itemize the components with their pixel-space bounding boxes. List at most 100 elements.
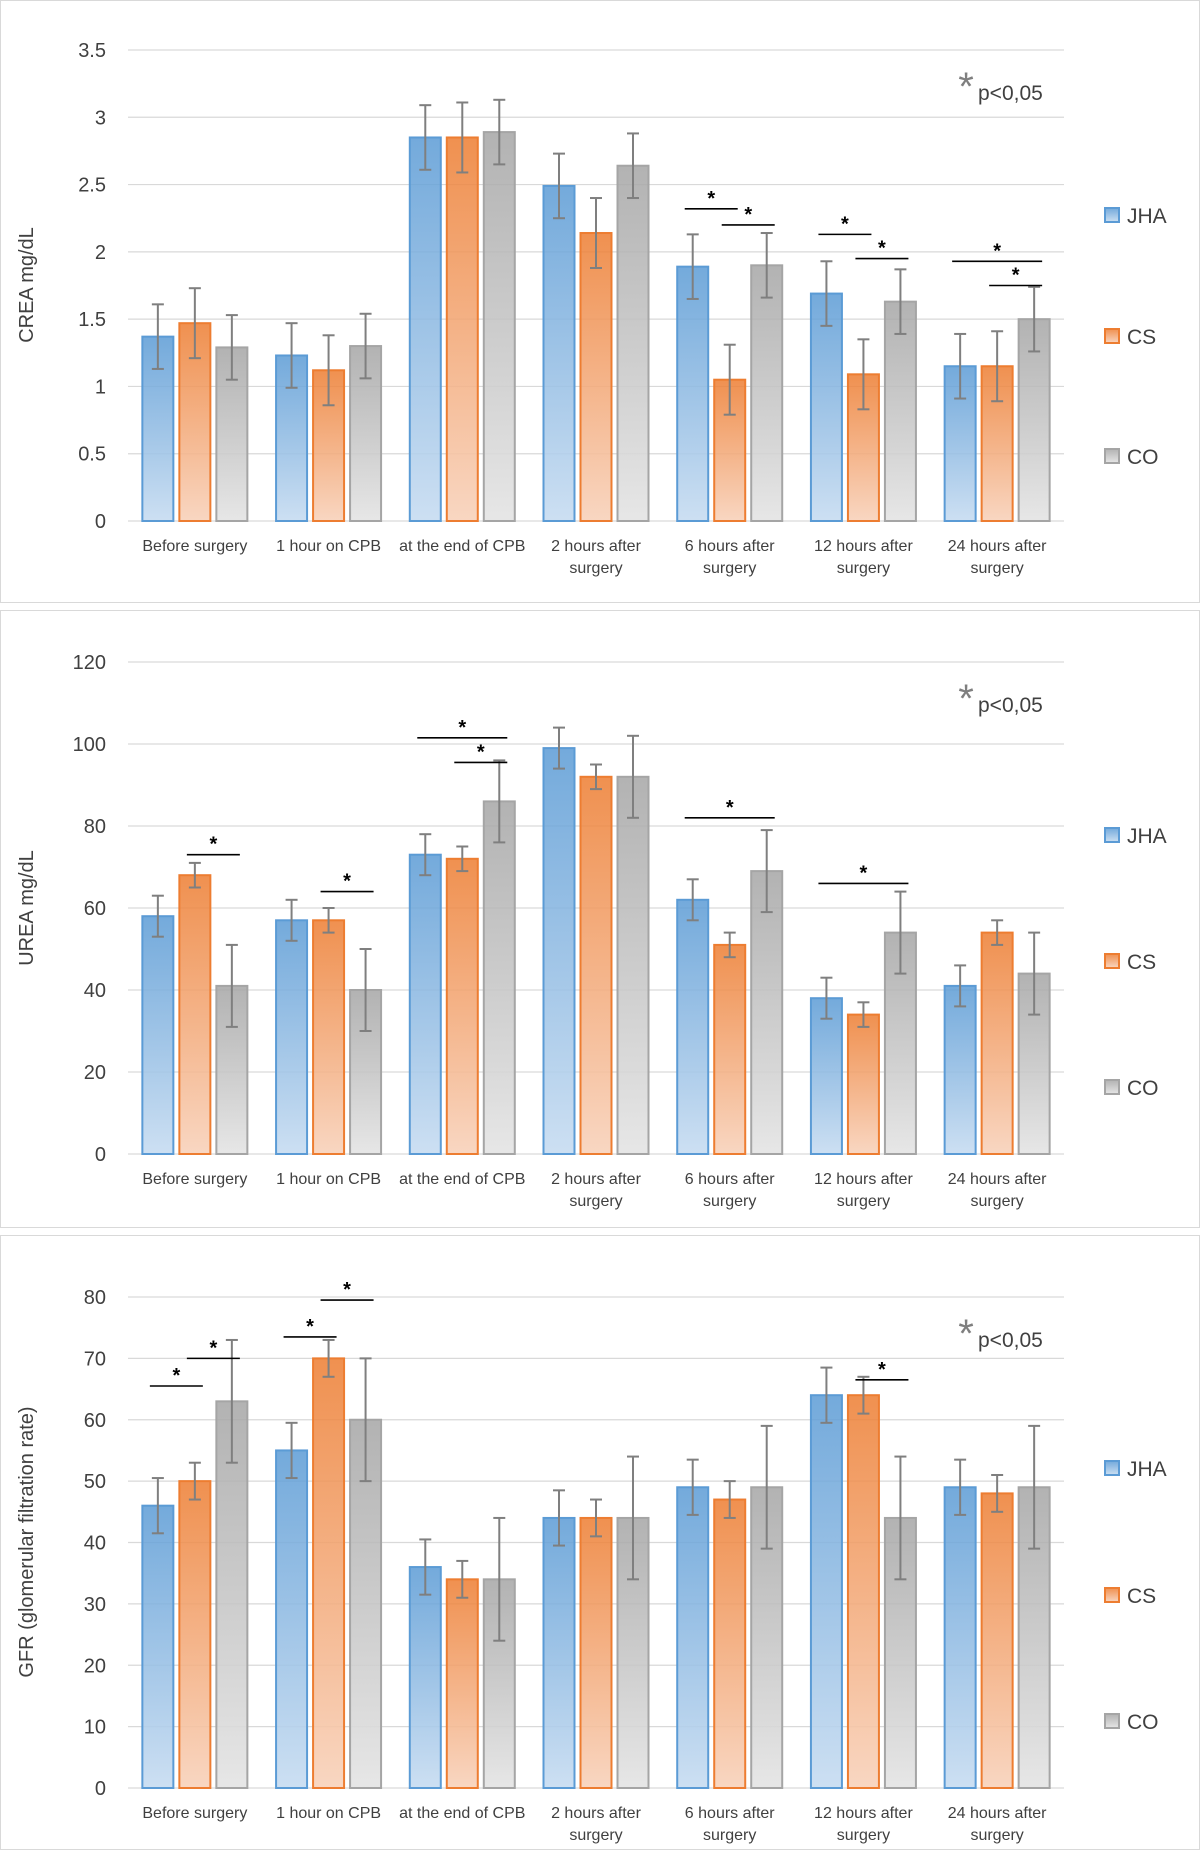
x-tick-label: surgery	[970, 1827, 1023, 1844]
legend-label-cs: CS	[1127, 951, 1156, 974]
significance-star: *	[707, 188, 715, 210]
legend-label-co: CO	[1127, 1711, 1159, 1734]
bar-jha	[408, 853, 442, 1155]
y-tick-label: 50	[84, 1471, 106, 1493]
y-tick-label: 20	[84, 1062, 106, 1084]
bar-jha	[809, 1394, 843, 1789]
y-axis-label: GFR (glomerular filtration rate)	[16, 1406, 38, 1677]
x-tick-label: surgery	[569, 1827, 622, 1844]
p-value-note: p<0,05	[978, 82, 1043, 105]
x-tick-label: surgery	[703, 560, 756, 577]
x-tick-label: Before surgery	[142, 1171, 247, 1188]
y-tick-label: 1.5	[78, 309, 106, 331]
bar-cs	[178, 1480, 212, 1789]
legend-swatch-jha	[1104, 1460, 1120, 1476]
x-tick-label: 1 hour on CPB	[276, 538, 381, 555]
x-tick-label: surgery	[837, 560, 890, 577]
significance-star: *	[1012, 265, 1020, 287]
bar-jha	[676, 1486, 710, 1789]
legend-label-jha: JHA	[1127, 205, 1167, 228]
y-tick-label: 20	[84, 1655, 106, 1677]
bar-co	[482, 800, 516, 1155]
bar-cs	[579, 775, 613, 1156]
bar-jha	[141, 915, 175, 1156]
bar-jha	[943, 984, 977, 1155]
significance-star: *	[209, 834, 217, 856]
bar-jha	[542, 1516, 576, 1789]
x-tick-label: 24 hours after	[948, 1805, 1047, 1822]
urea-chart: 0 20 40 60 80 100 120 UREA mg/dL Before surgery 1…	[0, 610, 1200, 1228]
x-tick-label: 12 hours after	[814, 538, 913, 555]
x-tick-label: Before surgery	[142, 1805, 247, 1822]
bar-jha	[275, 919, 309, 1155]
x-tick-label: surgery	[970, 560, 1023, 577]
p-value-note: p<0,05	[978, 694, 1043, 717]
y-tick-label: 2	[95, 242, 106, 264]
x-tick-label: surgery	[569, 560, 622, 577]
significance-star: *	[458, 717, 466, 739]
significance-star: *	[878, 238, 886, 260]
x-tick-label: at the end of CPB	[399, 538, 525, 555]
legend-swatch-co	[1104, 448, 1120, 464]
x-tick-label: 6 hours after	[685, 1171, 776, 1188]
gfr-chart: 0 10 20 30 40 50 60 70 80 GFR (glomerular filtrat…	[0, 1235, 1200, 1850]
bar-cs	[846, 1394, 880, 1789]
x-tick-label: surgery	[703, 1193, 756, 1210]
y-tick-label: 60	[84, 898, 106, 920]
gfr-chart-panel: 0 10 20 30 40 50 60 70 80 GFR (glomerular filtrat…	[0, 1235, 1200, 1857]
y-tick-label: 0	[95, 511, 106, 533]
x-tick-label: surgery	[837, 1193, 890, 1210]
bar-jha	[408, 136, 442, 522]
y-tick-label: 3	[95, 107, 106, 129]
x-tick-label: 12 hours after	[814, 1171, 913, 1188]
bar-jha	[943, 1486, 977, 1789]
bar-co	[349, 1418, 383, 1789]
urea-chart-panel: 0 20 40 60 80 100 120 UREA mg/dL Before surgery 1…	[0, 610, 1200, 1235]
y-tick-label: 80	[84, 816, 106, 838]
bar-cs	[445, 857, 479, 1156]
bar-cs	[579, 1516, 613, 1789]
bar-co	[616, 1516, 650, 1789]
legend-swatch-cs	[1104, 1587, 1120, 1603]
bar-cs	[980, 931, 1014, 1155]
significance-star: *	[172, 1365, 180, 1387]
y-tick-label: 70	[84, 1348, 106, 1370]
x-tick-label: 6 hours after	[685, 538, 776, 555]
significance-star: *	[209, 1337, 217, 1359]
y-tick-label: 0	[95, 1144, 106, 1166]
y-tick-label: 1	[95, 376, 106, 398]
p-value-star: *	[958, 677, 974, 721]
x-tick-label: 2 hours after	[551, 1805, 642, 1822]
significance-star: *	[306, 1316, 314, 1338]
x-tick-label: 12 hours after	[814, 1805, 913, 1822]
y-tick-label: 0.5	[78, 444, 106, 466]
bar-jha	[275, 1449, 309, 1789]
y-tick-label: 40	[84, 980, 106, 1002]
legend-label-cs: CS	[1127, 1585, 1156, 1608]
bar-co	[750, 264, 784, 523]
y-tick-label: 30	[84, 1594, 106, 1616]
bar-cs	[713, 943, 747, 1155]
bar-cs	[178, 874, 212, 1155]
bar-co	[616, 775, 650, 1156]
significance-star: *	[343, 1279, 351, 1301]
bar-co	[482, 131, 516, 523]
bar-cs	[846, 1013, 880, 1155]
significance-star: *	[993, 240, 1001, 262]
bar-jha	[676, 898, 710, 1155]
y-tick-label: 40	[84, 1533, 106, 1555]
significance-star: *	[841, 213, 849, 235]
bar-jha	[141, 1504, 175, 1789]
y-tick-label: 0	[95, 1778, 106, 1800]
x-tick-label: at the end of CPB	[399, 1171, 525, 1188]
significance-star: *	[477, 741, 485, 763]
y-tick-label: 100	[73, 734, 106, 756]
x-tick-label: 2 hours after	[551, 1171, 642, 1188]
p-value-star: *	[958, 65, 974, 109]
bar-jha	[141, 335, 175, 522]
x-tick-label: surgery	[970, 1193, 1023, 1210]
legend-swatch-co	[1104, 1079, 1120, 1095]
y-tick-label: 80	[84, 1287, 106, 1309]
bar-cs	[980, 1492, 1014, 1789]
bar-jha	[408, 1566, 442, 1789]
